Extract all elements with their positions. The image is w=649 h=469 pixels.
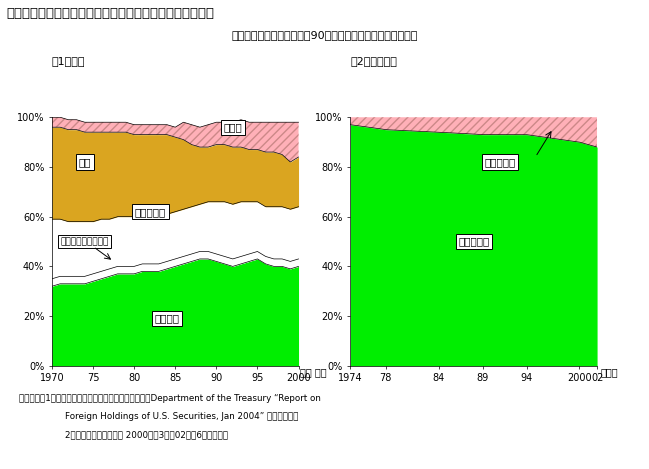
Text: （年 度）: （年 度） (300, 367, 326, 377)
Text: 事業法人等: 事業法人等 (135, 207, 166, 217)
Text: 政府・地方公共団体: 政府・地方公共団体 (60, 237, 109, 246)
Text: 金融機関: 金融機関 (154, 314, 180, 324)
Text: Foreign Holdings of U.S. Securities, Jan 2004” により作成。: Foreign Holdings of U.S. Securities, Jan… (65, 412, 299, 421)
Text: 2．アメリカのデータの 2000年は3月、02年は6月の調査。: 2．アメリカのデータの 2000年は3月、02年は6月の調査。 (65, 431, 228, 439)
Text: （1）日本: （1）日本 (52, 56, 86, 66)
Text: 日本の外国人投賄家比率は90年代に上昇、アメリカを上回る: 日本の外国人投賄家比率は90年代に上昇、アメリカを上回る (231, 30, 418, 40)
Text: 外国人: 外国人 (223, 122, 242, 132)
Text: （2）アメリカ: （2）アメリカ (350, 56, 397, 66)
Text: （備考）　1．全国証券取引所「株式分布状況調査」、Department of the Treasury “Report on: （備考） 1．全国証券取引所「株式分布状況調査」、Department of t… (19, 394, 321, 403)
Text: 個人: 個人 (79, 157, 91, 167)
Text: 米国人保有: 米国人保有 (458, 236, 489, 247)
Text: 第３－１－６図　日米株式市場における外国人投賄家比率: 第３－１－６図 日米株式市場における外国人投賄家比率 (6, 7, 214, 20)
Text: （年）: （年） (601, 367, 618, 377)
Text: 外国人保有: 外国人保有 (485, 157, 516, 167)
